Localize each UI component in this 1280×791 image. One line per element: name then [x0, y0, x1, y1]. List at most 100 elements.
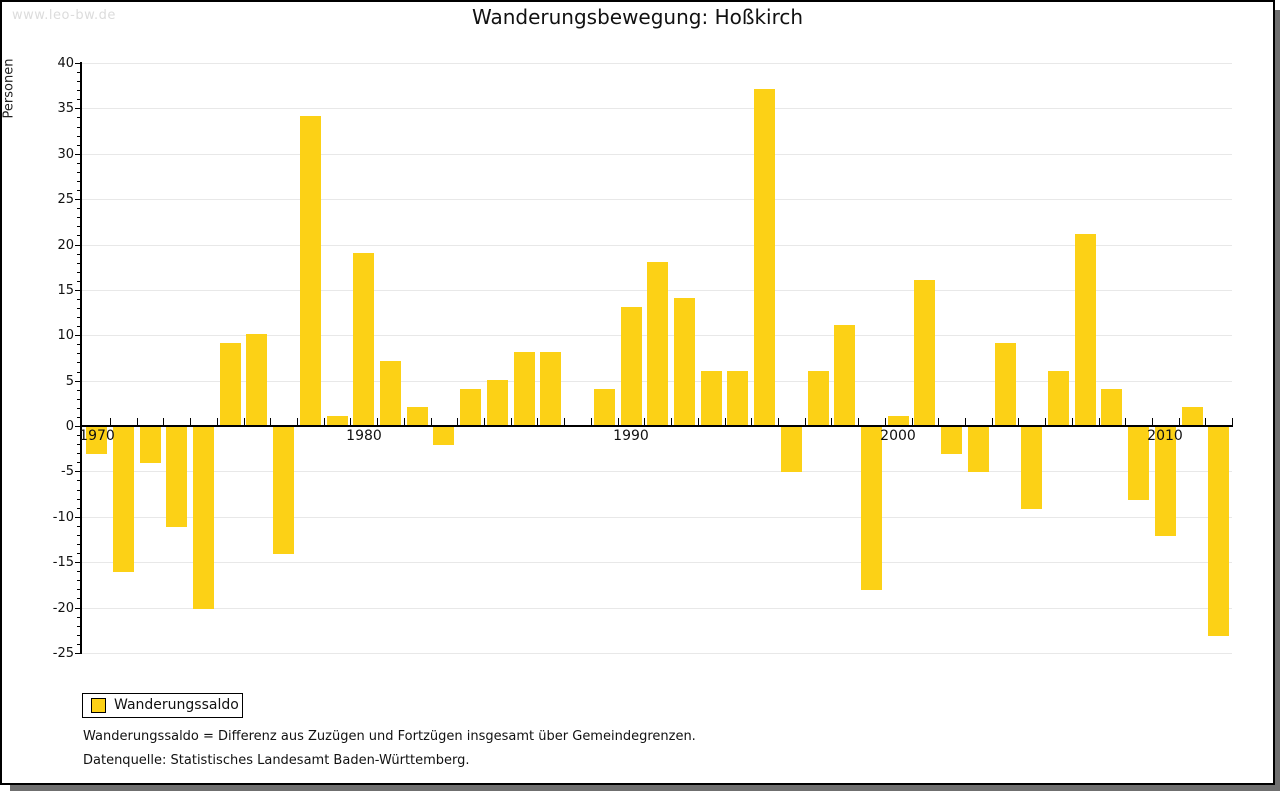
x-year-tick [644, 418, 645, 425]
x-year-tick [270, 418, 271, 425]
x-year-tick [457, 418, 458, 425]
x-year-tick [217, 418, 218, 425]
x-year-tick [1072, 418, 1073, 425]
x-year-tick [725, 418, 726, 425]
gridline [82, 154, 1232, 155]
x-year-tick [324, 418, 325, 425]
gridline [82, 199, 1232, 200]
x-year-tick [831, 418, 832, 425]
bar [621, 307, 642, 425]
bar [1128, 427, 1149, 500]
y-minor-tick [77, 136, 80, 137]
x-year-tick [1125, 418, 1126, 425]
y-minor-tick [77, 508, 80, 509]
bar [701, 371, 722, 425]
x-year-tick [137, 418, 138, 425]
y-minor-tick [77, 308, 80, 309]
y-minor-tick [77, 163, 80, 164]
y-tick-label: 0 [65, 419, 74, 434]
y-tick-label: 25 [57, 192, 74, 207]
gridline [82, 471, 1232, 472]
y-minor-tick [77, 589, 80, 590]
y-minor-tick [77, 127, 80, 128]
y-minor-tick [77, 254, 80, 255]
x-year-tick [1152, 418, 1153, 425]
x-year-tick [992, 418, 993, 425]
bar [647, 262, 668, 425]
y-minor-tick [77, 372, 80, 373]
x-tick-label: 2000 [880, 428, 916, 444]
y-tick-label: -20 [52, 601, 74, 616]
y-minor-tick [77, 99, 80, 100]
bar [407, 407, 428, 425]
x-axis-line [80, 425, 1233, 427]
x-tick-label: 2010 [1147, 428, 1183, 444]
y-minor-tick [77, 544, 80, 545]
x-year-tick [244, 418, 245, 425]
bar [246, 334, 267, 425]
y-tick-label: -25 [52, 646, 74, 661]
x-year-tick [1232, 418, 1233, 425]
x-year-tick [511, 418, 512, 425]
bar [995, 343, 1016, 425]
bar [300, 116, 321, 425]
bar [1021, 427, 1042, 509]
bar [1048, 371, 1069, 425]
y-major-tick [75, 245, 80, 246]
y-minor-tick [77, 598, 80, 599]
y-tick-label: 20 [57, 238, 74, 253]
bar [968, 427, 989, 472]
y-minor-tick [77, 299, 80, 300]
x-year-tick [751, 418, 752, 425]
gridline [82, 517, 1232, 518]
y-major-tick [75, 653, 80, 654]
x-year-tick [912, 418, 913, 425]
x-year-tick [698, 418, 699, 425]
y-minor-tick [77, 499, 80, 500]
y-minor-tick [77, 344, 80, 345]
y-minor-tick [77, 226, 80, 227]
bar [1101, 389, 1122, 425]
x-year-tick [1099, 418, 1100, 425]
y-minor-tick [77, 635, 80, 636]
footnote-source: Datenquelle: Statistisches Landesamt Bad… [83, 753, 470, 768]
legend-label: Wanderungssaldo [114, 697, 239, 713]
y-minor-tick [77, 571, 80, 572]
x-year-tick [965, 418, 966, 425]
y-minor-tick [77, 417, 80, 418]
y-minor-tick [77, 580, 80, 581]
y-major-tick [75, 608, 80, 609]
bar [1182, 407, 1203, 425]
bar [380, 361, 401, 425]
x-tick-label: 1970 [79, 428, 115, 444]
x-year-tick [404, 418, 405, 425]
y-tick-label: 30 [57, 147, 74, 162]
y-tick-label: -10 [52, 510, 74, 525]
bar [166, 427, 187, 527]
y-tick-label: 35 [57, 101, 74, 116]
y-major-tick [75, 381, 80, 382]
y-tick-label: -5 [61, 464, 74, 479]
x-year-tick [537, 418, 538, 425]
y-minor-tick [77, 408, 80, 409]
y-minor-tick [77, 353, 80, 354]
y-minor-tick [77, 362, 80, 363]
bar [353, 253, 374, 425]
gridline [82, 108, 1232, 109]
x-year-tick [484, 418, 485, 425]
bar [594, 389, 615, 425]
bar [754, 89, 775, 425]
bar [540, 352, 561, 425]
y-minor-tick [77, 145, 80, 146]
y-major-tick [75, 426, 80, 427]
x-year-tick [350, 418, 351, 425]
y-minor-tick [77, 644, 80, 645]
y-major-tick [75, 199, 80, 200]
y-minor-tick [77, 480, 80, 481]
y-major-tick [75, 562, 80, 563]
x-year-tick [431, 418, 432, 425]
y-minor-tick [77, 235, 80, 236]
gridline [82, 63, 1232, 64]
gridline [82, 562, 1232, 563]
